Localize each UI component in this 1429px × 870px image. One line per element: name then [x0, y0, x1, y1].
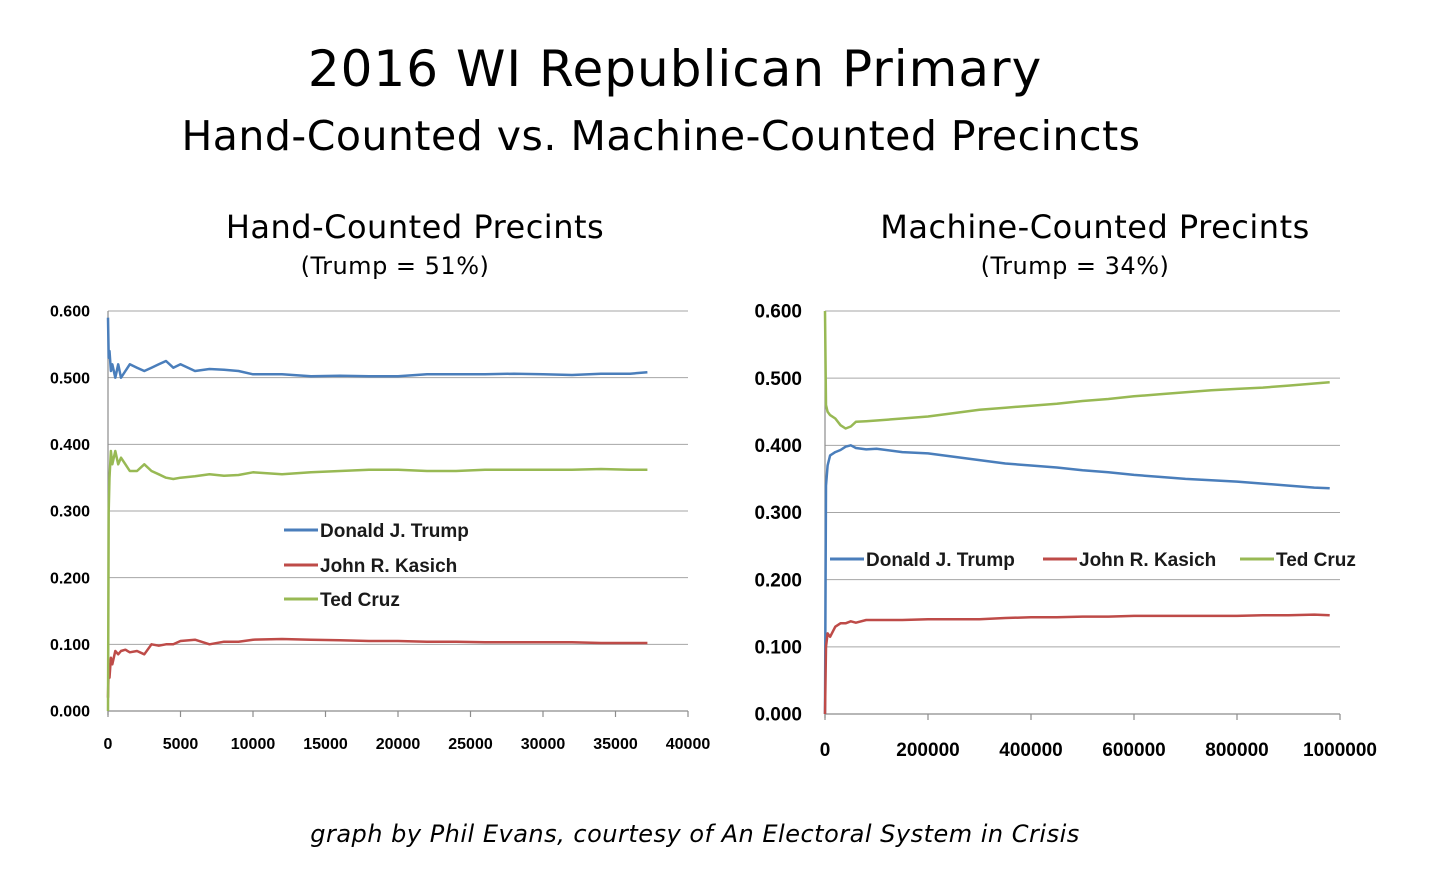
right-y-tick-label: 0.000 [754, 705, 802, 726]
right-x-tick-label: 1000000 [1303, 740, 1377, 761]
left-series-john-r-kasich [106, 637, 648, 698]
left-series-ted-cruz [106, 449, 648, 712]
left-x-tick-label: 5000 [163, 736, 199, 753]
left-y-tick-label: 0.000 [50, 704, 90, 721]
left-series-donald-j-trump [106, 317, 648, 379]
left-y-tick-label: 0.400 [50, 437, 90, 454]
left-y-tick-label: 0.100 [50, 637, 90, 654]
left-y-tick-label: 0.500 [50, 370, 90, 387]
left-x-tick-label: 40000 [666, 736, 711, 753]
page-title: 2016 WI Republican Primary [307, 40, 1043, 98]
left-x-tick-label: 25000 [448, 736, 493, 753]
left-x-tick-label: 15000 [303, 736, 348, 753]
right-y-tick-label: 0.300 [754, 503, 802, 524]
left-x-tick-label: 0 [104, 736, 113, 753]
left-legend-label: John R. Kasich [320, 556, 457, 577]
right-y-tick-label: 0.600 [754, 302, 802, 323]
left-x-tick-label: 35000 [593, 736, 638, 753]
right-series-john-r-kasich [823, 613, 1330, 715]
right-series-ted-cruz [823, 310, 1330, 430]
right-legend-label: John R. Kasich [1079, 550, 1216, 571]
right-legend-label: Donald J. Trump [866, 550, 1015, 571]
left-y-tick-label: 0.300 [50, 504, 90, 521]
right-x-tick-label: 800000 [1205, 740, 1268, 761]
left-legend-label: Donald J. Trump [320, 521, 469, 542]
left-y-tick-label: 0.200 [50, 570, 90, 587]
left-y-tick-label: 0.600 [50, 304, 90, 321]
left-x-tick-label: 10000 [231, 736, 276, 753]
right-chart-note: (Trump = 34%) [980, 252, 1170, 280]
credit-line: graph by Phil Evans, courtesy of An Elec… [310, 820, 1080, 848]
left-legend-label: Ted Cruz [320, 590, 400, 611]
right-y-tick-label: 0.400 [754, 436, 802, 457]
right-y-tick-label: 0.100 [754, 637, 802, 658]
right-chart-title: Machine-Counted Precints [880, 208, 1310, 246]
right-series-donald-j-trump [823, 444, 1330, 715]
right-x-tick-label: 400000 [999, 740, 1062, 761]
right-legend-label: Ted Cruz [1276, 550, 1356, 571]
right-y-tick-label: 0.200 [754, 570, 802, 591]
left-x-tick-label: 20000 [376, 736, 421, 753]
left-x-tick-label: 30000 [521, 736, 566, 753]
right-y-tick-label: 0.500 [754, 369, 802, 390]
left-chart-title: Hand-Counted Precints [225, 208, 605, 246]
right-x-tick-label: 0 [820, 740, 831, 761]
page-subtitle: Hand-Counted vs. Machine-Counted Precinc… [181, 112, 1141, 160]
right-x-tick-label: 600000 [1102, 740, 1165, 761]
left-chart-note: (Trump = 51%) [300, 252, 490, 280]
right-x-tick-label: 200000 [896, 740, 959, 761]
